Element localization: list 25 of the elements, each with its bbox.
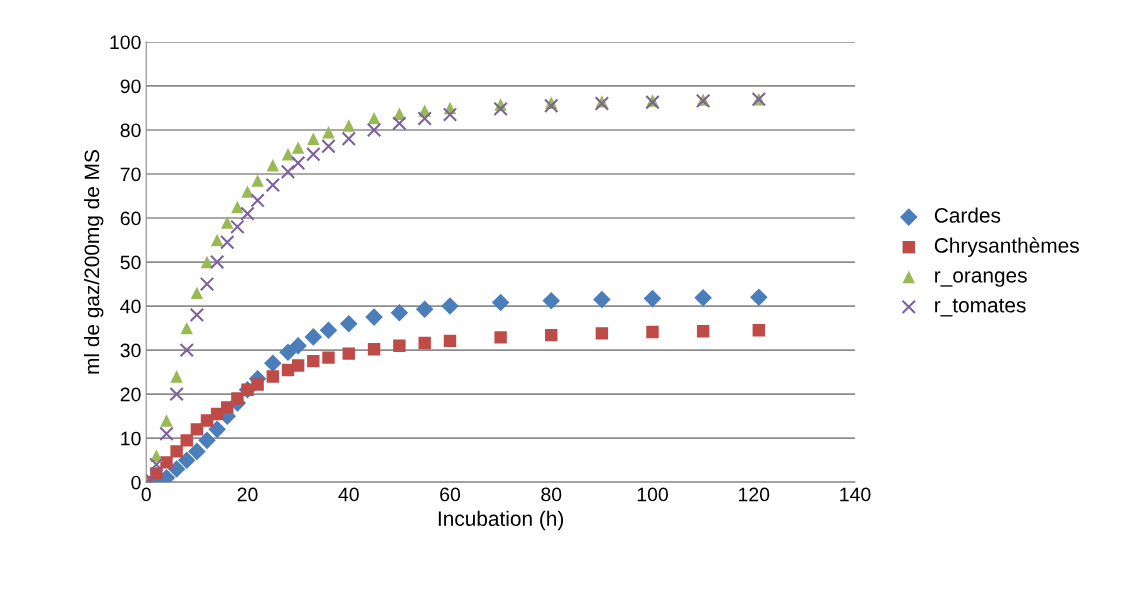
y-tick-label: 80 <box>120 123 141 138</box>
x-tick-label: 120 <box>739 487 770 502</box>
y-tick-label: 20 <box>120 387 141 402</box>
legend-label: r_oranges <box>935 271 1027 287</box>
legend-label: Chrysanthèmes <box>934 237 1079 257</box>
y-tick-label: 70 <box>120 167 141 182</box>
x-tick-label: 140 <box>840 487 871 502</box>
y-axis-title: ml de gaz/200mg de MS <box>83 150 104 374</box>
legend-label: r_tomates <box>935 298 1026 317</box>
y-tick-label: 40 <box>120 299 141 314</box>
y-tick-label: 0 <box>131 475 141 490</box>
y-tick-label: 30 <box>120 343 141 358</box>
x-axis-title: Incubation (h) <box>438 510 564 531</box>
x-tick-label: 0 <box>141 487 151 502</box>
x-tick-label: 100 <box>637 487 668 502</box>
x-tick-label: 20 <box>237 487 258 502</box>
y-tick-label: 90 <box>120 79 141 94</box>
y-tick-label: 50 <box>120 255 141 270</box>
x-tick-label: 40 <box>338 487 359 502</box>
y-tick-label: 10 <box>121 431 141 446</box>
y-tick-label: 100 <box>110 35 141 50</box>
legend-label: Cardes <box>934 207 1001 223</box>
y-tick-label: 60 <box>120 211 141 226</box>
x-tick-label: 80 <box>541 487 562 502</box>
x-tick-label: 60 <box>440 487 461 502</box>
